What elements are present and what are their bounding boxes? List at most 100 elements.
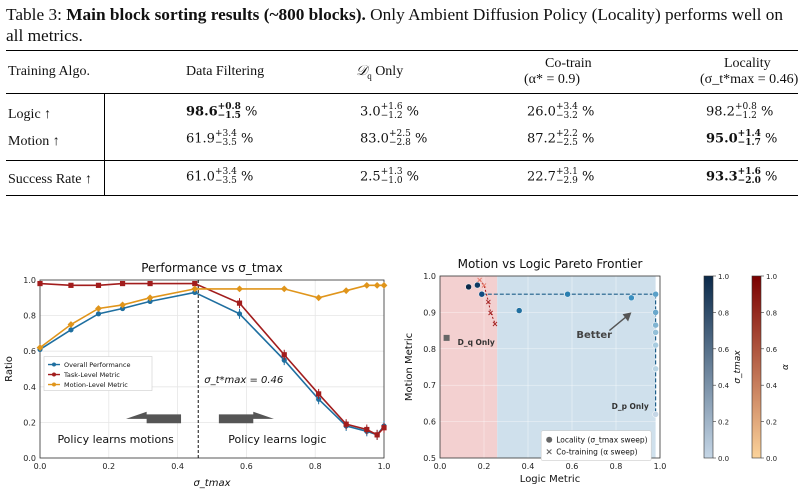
table-cell: 98.2 +0.8 −1.2 %	[706, 103, 773, 121]
cell-value: 93.3	[706, 169, 738, 185]
right-arrow	[218, 411, 274, 424]
x-tick-label: 0.2	[102, 462, 115, 471]
data-point	[119, 301, 126, 309]
cell-ci: +0.8 −1.2	[734, 102, 757, 121]
table-bottom-rule	[6, 195, 798, 196]
y-tick-label: 1.0	[23, 276, 36, 285]
locality-point	[652, 365, 659, 373]
cotrain-point: ×	[481, 281, 488, 290]
y-axis-label: Motion Metric	[404, 333, 415, 401]
x-tick-label: 0.8	[610, 462, 623, 471]
caption-label: Table 3:	[6, 5, 62, 24]
cotrain-point: ×	[476, 276, 483, 285]
legend-label: Co-training (α sweep)	[556, 448, 637, 457]
data-point	[147, 298, 153, 304]
header-data-filtering: Data Filtering	[186, 64, 265, 79]
colorbar-tick-label: 0.6	[766, 346, 778, 354]
locality-point	[564, 290, 571, 298]
table-cell: 98.6 +0.8 −1.5 %	[186, 103, 257, 121]
cell-unit: %	[410, 131, 428, 147]
colorbar-tick-label: 0.6	[718, 346, 730, 354]
cell-ci: +3.1 −2.9	[555, 167, 578, 186]
cell-unit: %	[402, 104, 420, 120]
colorbar-tick-label: 1.0	[766, 273, 777, 281]
x-tick-label: 0.0	[434, 462, 447, 471]
cell-ci: +3.4 −3.5	[214, 167, 237, 186]
y-axis-label: Ratio	[4, 356, 15, 382]
locality-point	[652, 290, 659, 298]
colorbar-label: α	[781, 364, 791, 370]
plot-frame	[39, 279, 385, 459]
colorbar-tick-label: 0.4	[766, 382, 778, 390]
header-cotrain: Co-train	[545, 56, 592, 71]
cell-value: 26.0	[527, 104, 556, 120]
y-tick-label: 0.5	[423, 454, 436, 463]
y-tick-label: 0.0	[23, 454, 36, 463]
chart-title: Performance vs σ_tmax	[141, 261, 282, 275]
data-point	[37, 280, 43, 287]
cell-value: 95.0	[706, 131, 738, 147]
x-tick-label: 0.8	[309, 462, 322, 471]
data-point	[146, 294, 154, 302]
cell-value: 87.2	[527, 131, 556, 147]
x-tick-label: 0.0	[34, 462, 47, 471]
cell-unit: %	[760, 169, 778, 185]
cotrain-point: ×	[487, 308, 494, 317]
legend-box	[43, 356, 153, 391]
cell-ci: +1.4 −1.7	[737, 129, 761, 148]
cell-ci: +2.5 −2.8	[388, 129, 411, 148]
y-tick-label: 0.2	[23, 418, 36, 427]
chart-title: Motion vs Logic Pareto Frontier	[458, 257, 643, 271]
colorbar	[751, 275, 762, 459]
header-training-algo: Training Algo.	[8, 64, 90, 79]
x-tick-label: 0.4	[522, 462, 535, 471]
data-point	[373, 281, 381, 289]
header-locality-sigma: (σ_t*max = 0.46)	[700, 72, 799, 87]
data-point	[95, 305, 102, 312]
header-cotrain-alpha: (α* = 0.9)	[524, 72, 581, 87]
cell-unit: %	[756, 104, 774, 120]
table-cell: 83.0 +2.5 −2.8 %	[360, 130, 427, 148]
table-mid-rule	[6, 160, 798, 161]
cell-ci: +2.2 −2.5	[555, 129, 578, 148]
dq-only-label: D_q Only	[458, 338, 495, 347]
data-point	[68, 327, 74, 333]
dp-only-label: D_p Only	[612, 402, 649, 411]
y-tick-label: 0.8	[23, 312, 36, 321]
x-tick-label: 1.0	[378, 462, 391, 471]
better-arrow	[608, 315, 628, 332]
cell-ci: +0.8 −1.5	[217, 102, 241, 121]
cell-value: 3.0	[360, 104, 381, 120]
cell-unit: %	[577, 131, 595, 147]
dq-region	[440, 276, 498, 458]
header-locality: Locality	[724, 56, 771, 71]
table-cell: 61.0 +3.4 −3.5 %	[186, 168, 253, 186]
y-tick-label: 0.6	[23, 347, 36, 356]
y-tick-label: 0.6	[423, 418, 436, 427]
table-top-rule	[6, 50, 798, 51]
table-cell: 3.0 +1.6 −1.2 %	[360, 103, 419, 121]
data-point	[95, 311, 102, 317]
threshold-annotation: σ_t*max = 0.46	[204, 375, 283, 386]
legend-label: Task-Level Metric	[63, 371, 120, 379]
cell-value: 98.6	[186, 104, 218, 120]
cell-unit: %	[760, 131, 778, 147]
cell-value: 98.2	[706, 104, 735, 120]
locality-point	[652, 329, 659, 336]
locality-point	[652, 341, 659, 349]
legend-label: Overall Performance	[64, 361, 131, 369]
better-label: Better	[576, 330, 612, 341]
table-vertical-rule	[104, 93, 105, 195]
data-point	[363, 281, 371, 289]
legend-box	[540, 430, 652, 461]
colorbar-tick-label: 0.4	[718, 382, 730, 390]
data-point	[192, 280, 198, 287]
x-tick-label: 0.4	[171, 462, 184, 471]
legend-label: Locality (σ_tmax sweep)	[556, 436, 647, 445]
locality-point	[465, 283, 472, 291]
table-cell: 95.0 +1.4 −1.7 %	[706, 130, 777, 148]
cell-value: 61.0	[186, 169, 215, 185]
y-tick-label: 0.8	[423, 345, 436, 354]
data-point	[236, 285, 243, 293]
cell-ci: +3.4 −3.5	[214, 129, 237, 148]
